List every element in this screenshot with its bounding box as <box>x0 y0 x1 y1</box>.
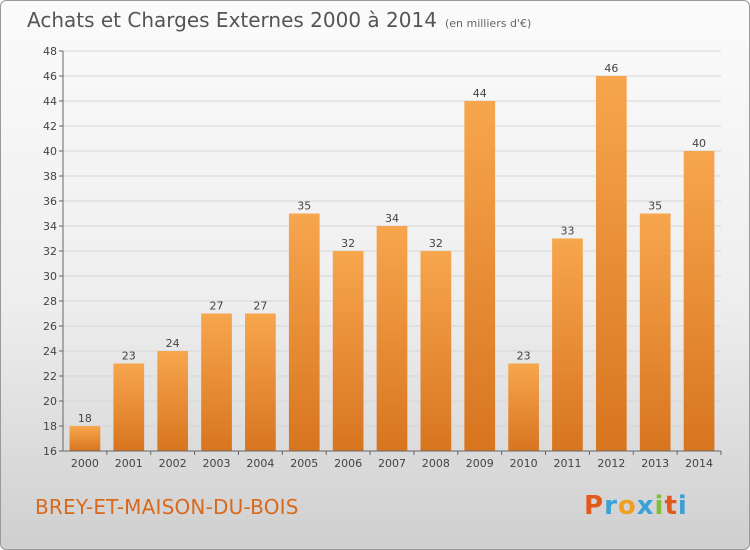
y-tick-label: 38 <box>43 170 57 183</box>
data-label-2000: 18 <box>78 412 92 425</box>
y-tick-label: 48 <box>43 45 57 58</box>
y-tick-label: 26 <box>43 320 57 333</box>
bar-2005 <box>288 213 320 451</box>
bar-2004 <box>245 313 276 451</box>
x-tick-label: 2009 <box>466 457 494 470</box>
x-axis: 2000 2001 2002 2003 2004 2005 2006 2007 2008 2009… <box>63 450 722 470</box>
data-label-2009: 44 <box>473 87 487 100</box>
y-tick-label: 22 <box>43 370 57 383</box>
x-tick-label: 2005 <box>290 457 318 470</box>
data-label-2001: 23 <box>122 350 136 363</box>
x-tick-label: 2001 <box>115 457 143 470</box>
y-tick-label: 18 <box>43 420 57 433</box>
y-tick-label: 36 <box>43 195 57 208</box>
y-tick-label: 46 <box>43 70 57 83</box>
bar-2006 <box>332 251 364 451</box>
data-label-2010: 23 <box>517 350 531 363</box>
chart-title: Achats et Charges Externes 2000 à 2014 (e… <box>27 8 531 32</box>
bar-2007 <box>376 226 408 451</box>
y-tick-label: 40 <box>43 145 57 158</box>
logo-letter: t <box>664 491 678 521</box>
bar-2010 <box>508 363 539 451</box>
x-tick-label: 2011 <box>553 457 581 470</box>
logo-letter: i <box>654 491 665 521</box>
commune-name: BREY-ET-MAISON-DU-BOIS <box>35 495 299 519</box>
y-tick-label: 42 <box>43 120 57 133</box>
y-tick-label: 30 <box>43 270 57 283</box>
bar-2003 <box>201 313 232 451</box>
data-label-2007: 34 <box>385 212 399 225</box>
bar-2002 <box>157 351 189 451</box>
data-label-2004: 27 <box>253 300 267 313</box>
data-label-2003: 27 <box>210 300 224 313</box>
x-tick-label: 2006 <box>334 457 362 470</box>
x-tick-label: 2014 <box>685 457 713 470</box>
y-tick-label: 16 <box>43 445 57 458</box>
x-tick-label: 2007 <box>378 457 406 470</box>
y-tick-label: 34 <box>43 220 57 233</box>
x-tick-label: 2004 <box>246 457 274 470</box>
x-tick-label: 2008 <box>422 457 450 470</box>
bar-2000 <box>69 426 101 451</box>
chart-subtitle: (en milliers d'€) <box>444 17 532 30</box>
x-tick-label: 2013 <box>641 457 669 470</box>
bar-2008 <box>420 251 452 451</box>
logo-letter: r <box>604 491 618 521</box>
bar-2013 <box>639 213 671 451</box>
data-label-2008: 32 <box>429 237 443 250</box>
data-label-2006: 32 <box>341 237 355 250</box>
data-label-2014: 40 <box>692 137 706 150</box>
logo-letter: o <box>617 491 637 521</box>
chart-title-text: Achats et Charges Externes 2000 à 2014 <box>27 8 437 32</box>
y-tick-label: 32 <box>43 245 57 258</box>
bar-2011 <box>552 238 583 451</box>
y-tick-label: 28 <box>43 295 57 308</box>
x-tick-label: 2012 <box>597 457 625 470</box>
x-tick-label: 2010 <box>510 457 538 470</box>
y-tick-label: 44 <box>43 95 57 108</box>
logo-letter: x <box>636 491 655 521</box>
bar-2014 <box>683 151 715 451</box>
bars: 18 23 24 27 27 35 32 34 32 44 23 33 46 35 40 <box>69 62 715 451</box>
y-tick-label: 24 <box>43 345 57 358</box>
data-label-2011: 33 <box>560 225 574 238</box>
x-tick-label: 2002 <box>159 457 187 470</box>
bar-2001 <box>113 363 145 451</box>
data-label-2002: 24 <box>166 337 180 350</box>
data-label-2012: 46 <box>604 62 618 75</box>
x-tick-label: 2003 <box>203 457 231 470</box>
logo-letter: P <box>584 491 605 521</box>
logo-letter: i <box>677 491 688 521</box>
y-tick-label: 20 <box>43 395 57 408</box>
bar-2012 <box>595 76 627 451</box>
data-label-2013: 35 <box>648 200 662 213</box>
data-label-2005: 35 <box>297 200 311 213</box>
proxiti-logo[interactable]: Proxiti <box>584 491 688 521</box>
y-axis: 16 18 20 22 24 26 28 30 32 34 36 38 40 42 44 46 48 <box>43 45 64 458</box>
bar-2009 <box>464 101 496 451</box>
x-tick-label: 2000 <box>71 457 99 470</box>
